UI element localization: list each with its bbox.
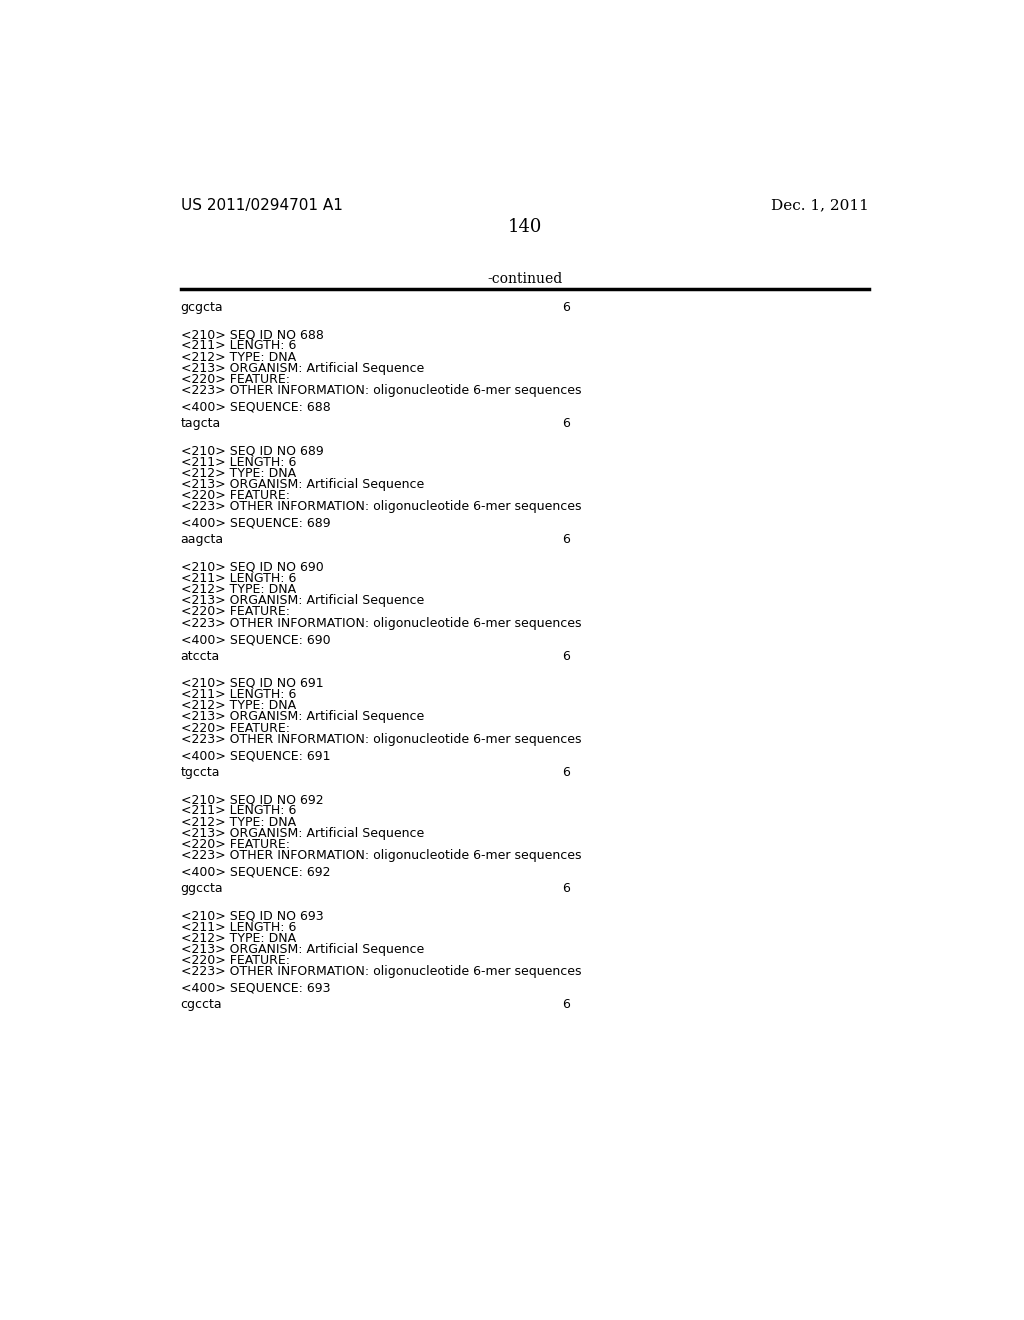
- Text: <223> OTHER INFORMATION: oligonucleotide 6-mer sequences: <223> OTHER INFORMATION: oligonucleotide…: [180, 965, 582, 978]
- Text: <212> TYPE: DNA: <212> TYPE: DNA: [180, 351, 296, 363]
- Text: US 2011/0294701 A1: US 2011/0294701 A1: [180, 198, 343, 214]
- Text: ggccta: ggccta: [180, 882, 223, 895]
- Text: 6: 6: [562, 882, 570, 895]
- Text: <212> TYPE: DNA: <212> TYPE: DNA: [180, 932, 296, 945]
- Text: <210> SEQ ID NO 688: <210> SEQ ID NO 688: [180, 329, 324, 341]
- Text: 6: 6: [562, 766, 570, 779]
- Text: <213> ORGANISM: Artificial Sequence: <213> ORGANISM: Artificial Sequence: [180, 826, 424, 840]
- Text: <212> TYPE: DNA: <212> TYPE: DNA: [180, 816, 296, 829]
- Text: <210> SEQ ID NO 693: <210> SEQ ID NO 693: [180, 909, 324, 923]
- Text: <400> SEQUENCE: 690: <400> SEQUENCE: 690: [180, 634, 331, 645]
- Text: 140: 140: [508, 218, 542, 236]
- Text: <220> FEATURE:: <220> FEATURE:: [180, 954, 290, 968]
- Text: <223> OTHER INFORMATION: oligonucleotide 6-mer sequences: <223> OTHER INFORMATION: oligonucleotide…: [180, 849, 582, 862]
- Text: aagcta: aagcta: [180, 533, 224, 546]
- Text: 6: 6: [562, 998, 570, 1011]
- Text: <400> SEQUENCE: 693: <400> SEQUENCE: 693: [180, 982, 330, 995]
- Text: <220> FEATURE:: <220> FEATURE:: [180, 722, 290, 735]
- Text: <211> LENGTH: 6: <211> LENGTH: 6: [180, 339, 296, 352]
- Text: Dec. 1, 2011: Dec. 1, 2011: [771, 198, 869, 213]
- Text: <213> ORGANISM: Artificial Sequence: <213> ORGANISM: Artificial Sequence: [180, 594, 424, 607]
- Text: <400> SEQUENCE: 692: <400> SEQUENCE: 692: [180, 866, 330, 879]
- Text: <213> ORGANISM: Artificial Sequence: <213> ORGANISM: Artificial Sequence: [180, 478, 424, 491]
- Text: <211> LENGTH: 6: <211> LENGTH: 6: [180, 572, 296, 585]
- Text: <220> FEATURE:: <220> FEATURE:: [180, 606, 290, 618]
- Text: <220> FEATURE:: <220> FEATURE:: [180, 490, 290, 502]
- Text: <210> SEQ ID NO 690: <210> SEQ ID NO 690: [180, 561, 324, 574]
- Text: <212> TYPE: DNA: <212> TYPE: DNA: [180, 700, 296, 713]
- Text: <210> SEQ ID NO 689: <210> SEQ ID NO 689: [180, 445, 324, 458]
- Text: <210> SEQ ID NO 692: <210> SEQ ID NO 692: [180, 793, 324, 807]
- Text: <211> LENGTH: 6: <211> LENGTH: 6: [180, 688, 296, 701]
- Text: <211> LENGTH: 6: <211> LENGTH: 6: [180, 921, 296, 933]
- Text: 6: 6: [562, 417, 570, 430]
- Text: <400> SEQUENCE: 691: <400> SEQUENCE: 691: [180, 750, 330, 763]
- Text: <213> ORGANISM: Artificial Sequence: <213> ORGANISM: Artificial Sequence: [180, 942, 424, 956]
- Text: <223> OTHER INFORMATION: oligonucleotide 6-mer sequences: <223> OTHER INFORMATION: oligonucleotide…: [180, 733, 582, 746]
- Text: atccta: atccta: [180, 649, 220, 663]
- Text: <211> LENGTH: 6: <211> LENGTH: 6: [180, 455, 296, 469]
- Text: <223> OTHER INFORMATION: oligonucleotide 6-mer sequences: <223> OTHER INFORMATION: oligonucleotide…: [180, 616, 582, 630]
- Text: tagcta: tagcta: [180, 417, 221, 430]
- Text: 6: 6: [562, 649, 570, 663]
- Text: <400> SEQUENCE: 689: <400> SEQUENCE: 689: [180, 517, 331, 529]
- Text: gcgcta: gcgcta: [180, 301, 223, 314]
- Text: <220> FEATURE:: <220> FEATURE:: [180, 372, 290, 385]
- Text: <223> OTHER INFORMATION: oligonucleotide 6-mer sequences: <223> OTHER INFORMATION: oligonucleotide…: [180, 500, 582, 513]
- Text: <213> ORGANISM: Artificial Sequence: <213> ORGANISM: Artificial Sequence: [180, 362, 424, 375]
- Text: cgccta: cgccta: [180, 998, 222, 1011]
- Text: <220> FEATURE:: <220> FEATURE:: [180, 838, 290, 851]
- Text: 6: 6: [562, 533, 570, 546]
- Text: <210> SEQ ID NO 691: <210> SEQ ID NO 691: [180, 677, 324, 690]
- Text: <212> TYPE: DNA: <212> TYPE: DNA: [180, 583, 296, 597]
- Text: tgccta: tgccta: [180, 766, 220, 779]
- Text: <212> TYPE: DNA: <212> TYPE: DNA: [180, 467, 296, 479]
- Text: <213> ORGANISM: Artificial Sequence: <213> ORGANISM: Artificial Sequence: [180, 710, 424, 723]
- Text: <400> SEQUENCE: 688: <400> SEQUENCE: 688: [180, 400, 331, 413]
- Text: -continued: -continued: [487, 272, 562, 286]
- Text: <223> OTHER INFORMATION: oligonucleotide 6-mer sequences: <223> OTHER INFORMATION: oligonucleotide…: [180, 384, 582, 397]
- Text: 6: 6: [562, 301, 570, 314]
- Text: <211> LENGTH: 6: <211> LENGTH: 6: [180, 804, 296, 817]
